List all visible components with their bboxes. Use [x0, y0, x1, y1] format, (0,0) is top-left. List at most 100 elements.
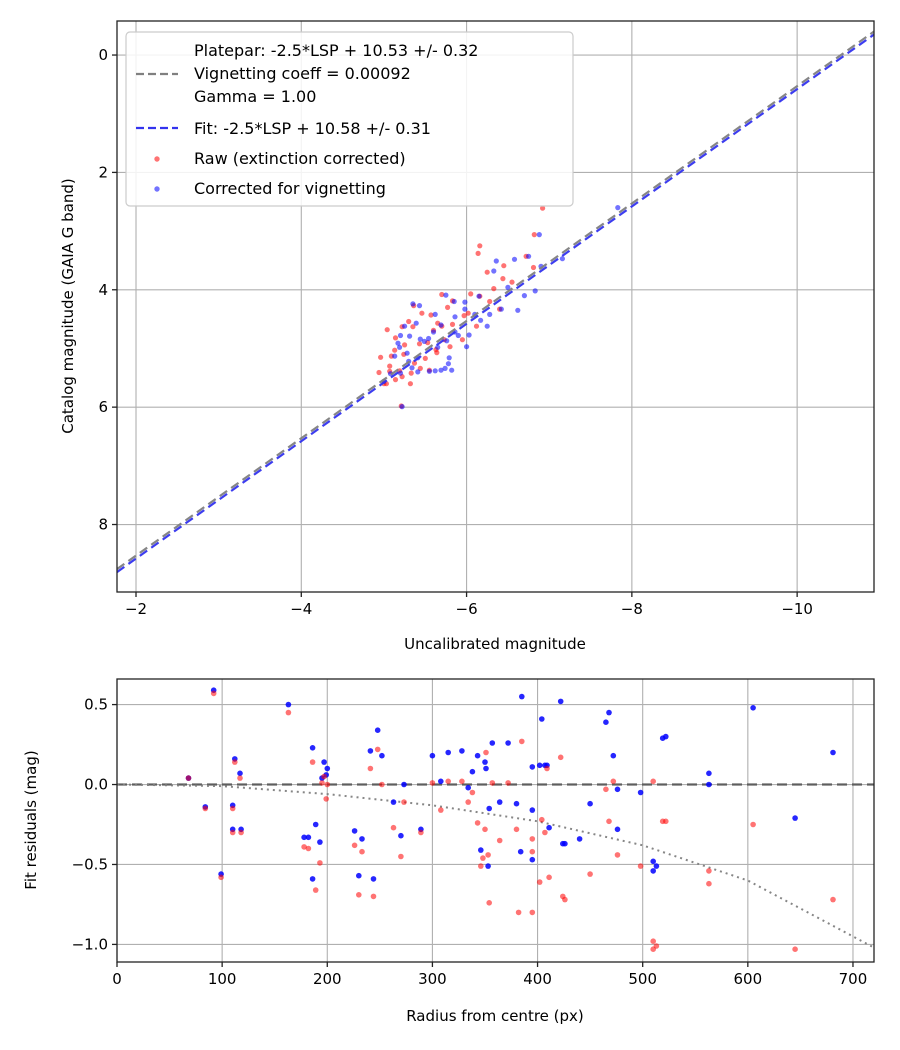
- corrected-point: [426, 335, 432, 342]
- raw-point: [410, 324, 416, 330]
- corrected-point: [398, 832, 404, 839]
- raw-point: [237, 775, 243, 781]
- raw-point: [650, 938, 656, 944]
- corrected-point: [409, 365, 415, 371]
- corrected-point: [511, 256, 518, 262]
- corrected-point: [445, 749, 452, 756]
- corrected-point: [462, 299, 468, 305]
- raw-point: [459, 778, 465, 785]
- raw-point: [544, 765, 550, 772]
- corrected-point: [546, 824, 552, 831]
- corrected-point: [397, 344, 403, 350]
- raw-point: [830, 896, 836, 903]
- raw-point: [539, 816, 545, 823]
- raw-point: [356, 892, 362, 898]
- raw-point: [478, 863, 484, 869]
- y-tick-label: 8: [98, 516, 108, 534]
- raw-point: [434, 350, 440, 356]
- corrected-point: [374, 727, 381, 733]
- corrected-point: [442, 365, 448, 371]
- corrected-point: [416, 303, 423, 309]
- corrected-point: [515, 307, 521, 313]
- corrected-point: [469, 768, 476, 775]
- raw-point: [486, 900, 493, 906]
- corrected-point: [496, 799, 503, 805]
- raw-point: [319, 780, 325, 786]
- corrected-point: [529, 856, 536, 863]
- y-tick-label: 0.5: [84, 696, 108, 714]
- corrected-point: [356, 872, 362, 879]
- raw-point: [429, 780, 436, 786]
- corrected-point: [417, 336, 423, 342]
- raw-point: [324, 781, 331, 788]
- raw-point: [465, 799, 472, 805]
- raw-point: [232, 759, 238, 765]
- raw-point: [750, 821, 756, 828]
- raw-point: [376, 369, 382, 376]
- corrected-point: [830, 749, 836, 756]
- top-x-axis-label: Uncalibrated magnitude: [404, 635, 586, 653]
- corrected-point: [301, 834, 307, 841]
- corrected-point: [539, 716, 545, 722]
- x-tick-label: −10: [781, 600, 813, 618]
- corrected-point: [557, 698, 564, 705]
- raw-point: [496, 837, 503, 844]
- raw-point: [505, 780, 511, 786]
- corrected-point: [317, 839, 323, 845]
- corrected-point: [485, 863, 491, 869]
- corrected-point: [465, 784, 472, 791]
- y-tick-label: −0.5: [72, 855, 108, 873]
- corrected-point: [401, 781, 407, 788]
- corrected-point: [459, 748, 465, 754]
- raw-point: [485, 852, 491, 858]
- top-axes-frame: [116, 20, 875, 593]
- corrected-point: [536, 762, 543, 769]
- raw-point: [475, 250, 481, 256]
- raw-point: [229, 829, 236, 836]
- raw-point: [185, 775, 192, 781]
- corrected-point: [610, 752, 617, 759]
- corrected-point: [305, 834, 312, 841]
- raw-point: [650, 778, 656, 785]
- corrected-point: [395, 340, 401, 346]
- corrected-point: [653, 863, 660, 869]
- raw-point: [406, 318, 412, 325]
- corrected-point: [309, 876, 316, 882]
- raw-point: [501, 263, 507, 269]
- raw-point: [229, 805, 236, 812]
- corrected-point: [493, 258, 499, 264]
- corrected-point: [451, 298, 457, 305]
- x-tick-label: −2: [125, 600, 147, 618]
- corrected-point: [399, 404, 405, 410]
- raw-point: [419, 310, 425, 316]
- raw-point: [445, 304, 451, 310]
- corrected-point: [792, 815, 798, 821]
- corrected-point: [444, 338, 450, 344]
- raw-point: [489, 780, 496, 786]
- legend-raw-label: Raw (extinction corrected): [194, 149, 406, 168]
- corrected-point: [521, 293, 528, 299]
- raw-point: [401, 799, 407, 805]
- legend-platepar-label-2: Vignetting coeff = 0.00092: [194, 64, 411, 83]
- corrected-point: [482, 759, 488, 765]
- raw-point: [557, 754, 564, 761]
- raw-point: [305, 845, 312, 852]
- corrected-point: [486, 805, 493, 812]
- corrected-point: [402, 323, 408, 329]
- raw-point: [459, 337, 465, 343]
- raw-point: [402, 342, 408, 348]
- x-tick-label: −4: [290, 600, 312, 618]
- raw-point: [449, 321, 456, 327]
- corrected-point: [483, 765, 489, 772]
- fit-line: [117, 33, 874, 573]
- corrected-point: [432, 311, 438, 317]
- legend-box: [125, 31, 574, 207]
- raw-point: [530, 264, 537, 271]
- bottom-ticks: 0 100 200 300 400 500 600 700 0.5 0.0 −0.5 −1.0: [72, 696, 868, 988]
- legend-platepar-label-3: Gamma = 1.00: [194, 87, 316, 106]
- corrected-point: [491, 268, 497, 274]
- corrected-point: [474, 752, 481, 759]
- corrected-point: [367, 748, 374, 754]
- raw-point: [392, 347, 398, 353]
- x-tick-label: 600: [734, 970, 763, 988]
